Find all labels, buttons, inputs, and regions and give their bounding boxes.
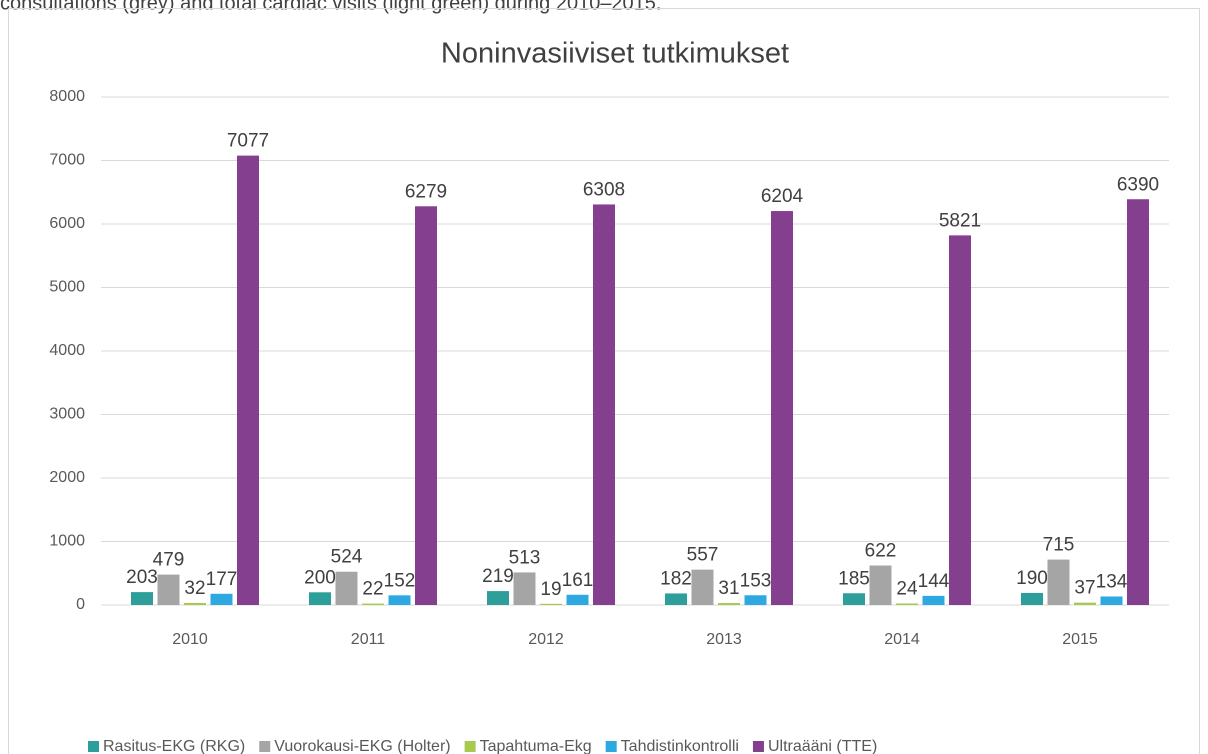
value-label: 31 — [718, 578, 739, 599]
bar — [487, 591, 509, 605]
bar — [1127, 199, 1149, 606]
x-tick-label: 2011 — [351, 631, 386, 648]
bar — [922, 595, 945, 605]
value-label: 6390 — [1117, 174, 1159, 195]
value-label: 134 — [1096, 572, 1128, 593]
x-tick-label: 2010 — [172, 631, 208, 648]
legend-label: Tahdistinkontrolli — [621, 738, 739, 754]
bar — [744, 595, 767, 605]
value-label: 32 — [184, 578, 205, 599]
value-label: 203 — [126, 567, 158, 588]
y-tick-label: 6000 — [49, 215, 85, 232]
legend-swatch — [88, 741, 99, 752]
bar — [210, 593, 233, 605]
value-label: 219 — [482, 566, 514, 587]
value-label: 7077 — [227, 131, 269, 152]
bar — [869, 565, 892, 605]
y-tick-label: 2000 — [49, 469, 85, 486]
bar — [335, 571, 358, 605]
legend-swatch — [605, 741, 617, 752]
y-tick-label: 3000 — [49, 406, 85, 423]
value-label: 177 — [206, 569, 238, 590]
value-label: 6308 — [583, 179, 625, 200]
bar — [388, 595, 411, 605]
y-tick-label: 8000 — [49, 88, 85, 105]
value-label: 185 — [838, 568, 870, 589]
bar — [131, 592, 153, 605]
bar — [309, 592, 331, 605]
legend-swatch — [752, 741, 764, 752]
y-tick-label: 5000 — [49, 279, 85, 296]
legend-label: Rasitus-EKG (RKG) — [103, 738, 245, 754]
legend-label: Tapahtuma-Ekg — [480, 738, 592, 754]
value-label: 144 — [918, 571, 950, 592]
y-tick-label: 1000 — [49, 533, 85, 550]
value-label: 200 — [304, 567, 336, 588]
bar — [362, 603, 384, 605]
bar — [157, 574, 180, 605]
value-label: 479 — [153, 550, 185, 571]
bar — [771, 211, 793, 605]
bar — [1074, 602, 1096, 605]
x-tick-label: 2013 — [706, 631, 742, 648]
x-tick-label: 2015 — [1062, 631, 1098, 648]
value-label: 715 — [1043, 535, 1075, 556]
bar — [665, 593, 687, 605]
bar — [1021, 592, 1043, 605]
y-tick-label: 4000 — [49, 342, 85, 359]
value-label: 6279 — [405, 181, 447, 202]
x-tick-label: 2012 — [528, 631, 564, 648]
value-label: 5821 — [939, 210, 981, 231]
chart-frame — [8, 8, 1200, 754]
bar — [237, 155, 259, 605]
x-tick-label: 2014 — [884, 631, 920, 648]
bar — [184, 602, 206, 605]
legend-swatch — [259, 741, 271, 752]
y-tick-label: 7000 — [49, 152, 85, 169]
caption: consultations (grey) and total cardiac v… — [0, 0, 661, 14]
y-tick-label: 0 — [76, 596, 85, 613]
bar — [843, 593, 865, 605]
legend-label: Ultraääni (TTE) — [768, 738, 877, 754]
bar — [415, 206, 437, 605]
bar — [949, 235, 971, 605]
value-label: 557 — [687, 545, 719, 566]
chart-title: Noninvasiiviset tutkimukset — [441, 38, 789, 70]
value-label: 37 — [1074, 578, 1095, 599]
bar — [1047, 559, 1070, 605]
value-label: 182 — [660, 568, 692, 589]
value-label: 622 — [865, 541, 897, 562]
value-label: 513 — [509, 547, 541, 568]
value-label: 6204 — [761, 186, 804, 207]
value-label: 152 — [384, 570, 416, 591]
bar — [513, 572, 536, 605]
bar — [540, 603, 562, 605]
bar — [566, 594, 589, 605]
value-label: 22 — [362, 579, 383, 600]
legend-swatch — [464, 741, 476, 752]
value-label: 190 — [1016, 568, 1048, 589]
value-label: 19 — [540, 579, 561, 600]
value-label: 153 — [740, 570, 772, 591]
value-label: 161 — [562, 570, 594, 591]
value-label: 24 — [896, 578, 918, 599]
bar — [896, 603, 918, 605]
bar — [593, 204, 615, 605]
legend-label: Vuorokausi-EKG (Holter) — [274, 738, 450, 754]
bar — [691, 569, 714, 605]
bar — [1100, 596, 1123, 605]
bar — [718, 603, 740, 605]
value-label: 524 — [331, 547, 363, 568]
